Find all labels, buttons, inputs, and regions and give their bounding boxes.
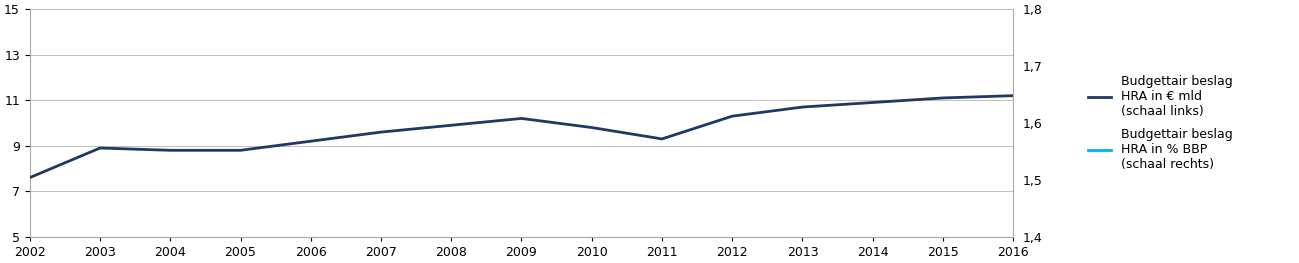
Budgettair beslag
HRA in € mld
(schaal links) [303,140,318,143]
Budgettair beslag
HRA in € mld
(schaal links) [373,130,388,134]
Budgettair beslag
HRA in € mld
(schaal links) [162,149,178,152]
Budgettair beslag
HRA in € mld
(schaal links) [92,146,108,150]
Budgettair beslag
HRA in € mld
(schaal links) [443,124,459,127]
Budgettair beslag
HRA in € mld
(schaal links) [795,105,811,109]
Budgettair beslag
HRA in € mld
(schaal links) [22,176,38,179]
Legend: Budgettair beslag
HRA in € mld
(schaal links), Budgettair beslag
HRA in % BBP
(s: Budgettair beslag HRA in € mld (schaal l… [1089,75,1233,171]
Budgettair beslag
HRA in € mld
(schaal links) [513,117,529,120]
Budgettair beslag
HRA in € mld
(schaal links) [233,149,248,152]
Budgettair beslag
HRA in € mld
(schaal links) [655,137,670,140]
Budgettair beslag
HRA in € mld
(schaal links) [935,96,951,99]
Line: Budgettair beslag
HRA in € mld
(schaal links): Budgettair beslag HRA in € mld (schaal l… [30,96,1013,178]
Budgettair beslag
HRA in € mld
(schaal links) [725,115,740,118]
Budgettair beslag
HRA in € mld
(schaal links) [865,101,881,104]
Budgettair beslag
HRA in € mld
(schaal links) [585,126,600,129]
Budgettair beslag
HRA in € mld
(schaal links) [1005,94,1021,97]
